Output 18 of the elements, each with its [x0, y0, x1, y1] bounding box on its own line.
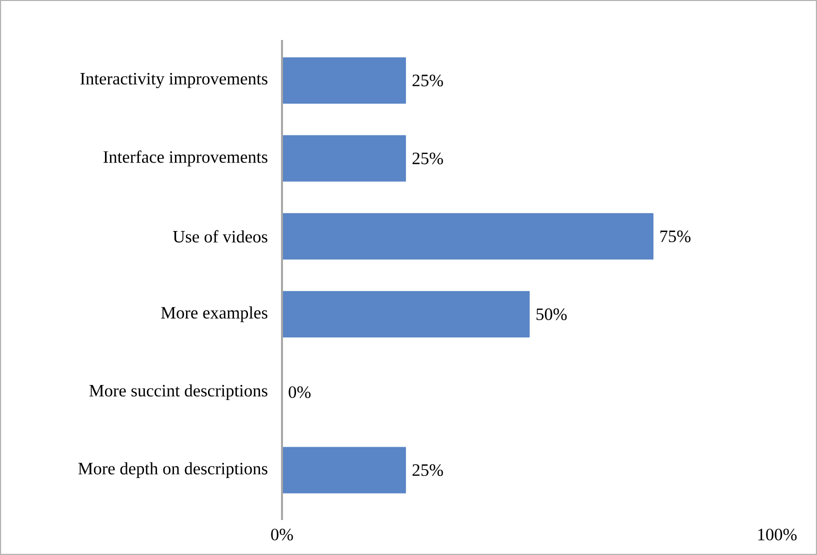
data-label: 0%	[288, 386, 311, 398]
data-label: 25%	[412, 74, 443, 86]
data-label: 75%	[660, 230, 690, 242]
bar	[282, 135, 406, 182]
y-tick-label: More examples	[161, 306, 268, 322]
data-label: 25%	[412, 152, 443, 164]
bar	[282, 291, 530, 338]
bar	[282, 57, 406, 104]
bar	[282, 446, 406, 494]
y-tick-label: More depth on descriptions	[78, 462, 268, 478]
y-tick-label: More succint descriptions	[89, 384, 268, 400]
y-tick-label: Use of videos	[173, 230, 268, 243]
data-label: 50%	[536, 308, 567, 320]
x-tick-label: 100%	[758, 528, 797, 540]
y-tick-label: Interactivity improvements	[80, 72, 268, 88]
bar	[282, 213, 654, 260]
y-tick-label: Interface improvements	[104, 150, 268, 166]
data-label: 25%	[412, 464, 443, 476]
